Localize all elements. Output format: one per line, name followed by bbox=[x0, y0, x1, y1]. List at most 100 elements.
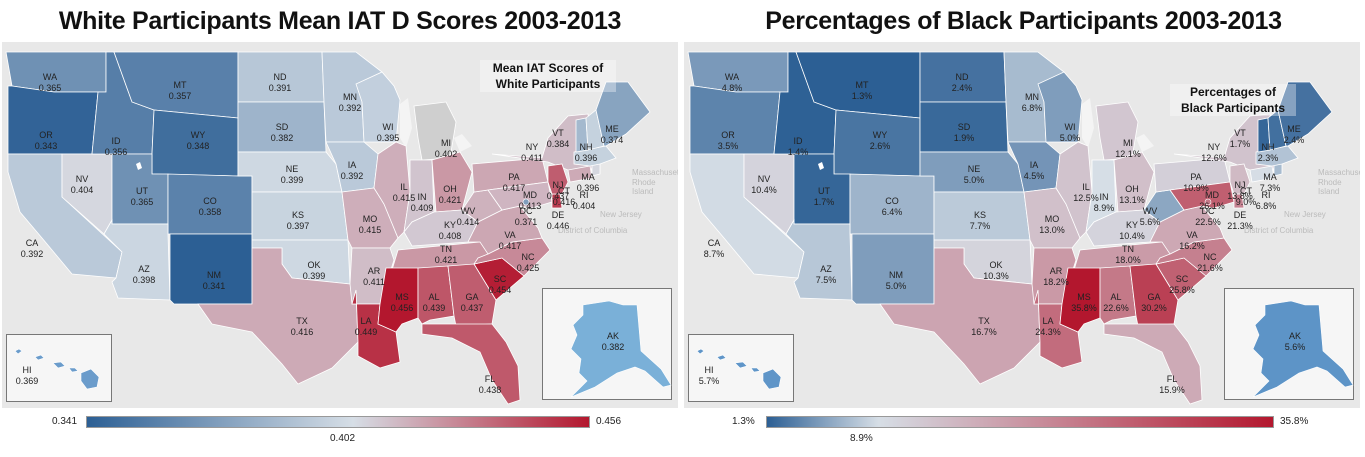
great-lakes bbox=[1082, 98, 1154, 152]
state-ct bbox=[1249, 165, 1275, 183]
state-label-va: VA 16.2% bbox=[1167, 230, 1217, 252]
state-abbr: WY bbox=[872, 130, 888, 140]
black-percentage-map-panel: Percentages of Black Participants 2003-2… bbox=[682, 0, 1365, 457]
state-label-ut: UT 0.365 bbox=[117, 186, 167, 208]
state-abbr: GA bbox=[465, 292, 479, 302]
state-abbr: DE bbox=[551, 210, 565, 220]
state-label-ga: GA 30.2% bbox=[1129, 292, 1179, 314]
state-abbr: MD bbox=[1205, 190, 1219, 200]
state-abbr: MT bbox=[173, 80, 187, 90]
state-label-al: AL 22.6% bbox=[1091, 292, 1141, 314]
state-fl bbox=[1103, 323, 1203, 405]
legend-min: 0.341 bbox=[52, 416, 78, 427]
state-label-az: AZ 0.398 bbox=[119, 264, 169, 286]
state-label-dc: DC 0.371 bbox=[501, 206, 551, 228]
state-ct bbox=[567, 165, 593, 183]
state-abbr: OH bbox=[1125, 184, 1139, 194]
state-abbr: VA bbox=[1186, 230, 1198, 240]
state-value: 0.411 bbox=[363, 277, 385, 287]
state-value: 0.421 bbox=[434, 255, 458, 265]
state-value: 12.1% bbox=[1115, 149, 1141, 159]
state-value: 10.9% bbox=[1183, 183, 1209, 193]
state-abbr: MS bbox=[1077, 292, 1091, 302]
state-abbr: NE bbox=[285, 164, 299, 174]
state-value: 0.409 bbox=[410, 203, 434, 213]
state-value: 1.9% bbox=[953, 133, 975, 143]
state-abbr: NJ bbox=[1234, 180, 1246, 190]
state-label-ia: IA 4.5% bbox=[1009, 160, 1059, 182]
state-label-tn: TN 0.421 bbox=[421, 244, 471, 266]
state-label-mt: MT 1.3% bbox=[837, 80, 887, 102]
state-value: 0.416 bbox=[552, 197, 576, 207]
new-jersey-label: New Jersey bbox=[1284, 210, 1326, 219]
state-label-ct: CT 0.416 bbox=[539, 186, 589, 208]
state-value: 0.384 bbox=[546, 139, 570, 149]
state-abbr: IL bbox=[400, 182, 408, 192]
state-abbr: CT bbox=[1240, 186, 1252, 196]
state-label-la: LA 0.449 bbox=[341, 316, 391, 338]
great-lakes bbox=[400, 98, 472, 152]
state-abbr: CO bbox=[885, 196, 899, 206]
state-label-or: OR 0.343 bbox=[21, 130, 71, 152]
map-title: Percentages of Black Participants 2003-2… bbox=[765, 7, 1282, 35]
state-abbr: NC bbox=[1203, 252, 1217, 262]
state-label-nh: NH 0.396 bbox=[561, 142, 611, 164]
state-value: 18.2% bbox=[1043, 277, 1069, 287]
state-abbr: IL bbox=[1082, 182, 1090, 192]
state-abbr: MA bbox=[1263, 172, 1277, 182]
great-salt-lake bbox=[136, 162, 142, 170]
state-label-ok: OK 0.399 bbox=[289, 260, 339, 282]
massachusetts-label: Massachusetts bbox=[632, 168, 678, 177]
state-value: 0.371 bbox=[514, 217, 538, 227]
state-label-ca: CA 8.7% bbox=[689, 238, 739, 260]
state-value: 0.396 bbox=[574, 153, 598, 163]
state-label-ut: UT 1.7% bbox=[799, 186, 849, 208]
rhode-island-label: Rhode Island bbox=[1318, 178, 1342, 196]
state-abbr: NY bbox=[525, 142, 539, 152]
state-abbr: MS bbox=[395, 292, 409, 302]
state-label-mt: MT 0.357 bbox=[155, 80, 205, 102]
state-label-ga: GA 0.437 bbox=[447, 292, 497, 314]
state-label-nj: NJ 13.8% bbox=[1215, 180, 1265, 202]
state-abbr: NV bbox=[75, 174, 89, 184]
state-abbr: NE bbox=[967, 164, 981, 174]
state-label-id: ID 0.356 bbox=[91, 136, 141, 158]
state-value: 2.4% bbox=[951, 83, 973, 93]
state-value: 0.343 bbox=[34, 141, 58, 151]
state-abbr: NY bbox=[1207, 142, 1221, 152]
state-value: 0.414 bbox=[456, 217, 480, 227]
state-label-id: ID 1.4% bbox=[773, 136, 823, 158]
state-label-wi: WI 5.0% bbox=[1045, 122, 1095, 144]
state-value: 0.439 bbox=[422, 303, 446, 313]
state-abbr: MN bbox=[343, 92, 357, 102]
state-value: 0.391 bbox=[268, 83, 292, 93]
new-jersey-label: New Jersey bbox=[600, 210, 642, 219]
state-abbr: WV bbox=[460, 206, 476, 216]
state-abbr: MD bbox=[523, 190, 537, 200]
state-label-al: AL 0.439 bbox=[409, 292, 459, 314]
state-label-mi: MI 12.1% bbox=[1103, 138, 1153, 160]
state-label-wv: WV 0.414 bbox=[443, 206, 493, 228]
state-label-az: AZ 7.5% bbox=[801, 264, 851, 286]
state-label-nc: NC 21.6% bbox=[1185, 252, 1235, 274]
state-abbr: MI bbox=[1123, 138, 1133, 148]
hawaii-inset: HI 0.369 bbox=[6, 334, 112, 402]
state-value: 0.416 bbox=[290, 327, 314, 337]
state-abbr: VA bbox=[504, 230, 516, 240]
state-label-tx: TX 0.416 bbox=[277, 316, 327, 338]
state-abbr: WA bbox=[724, 72, 740, 82]
state-value: 0.411 bbox=[521, 153, 543, 163]
state-label-pa: PA 0.417 bbox=[489, 172, 539, 194]
state-value: 30.2% bbox=[1141, 303, 1167, 313]
state-abbr: FL bbox=[484, 374, 496, 384]
state-value: 21.6% bbox=[1197, 263, 1223, 273]
state-abbr: VT bbox=[552, 128, 564, 138]
state-dc bbox=[1204, 198, 1212, 206]
state-abbr: SD bbox=[275, 122, 289, 132]
state-abbr: OK bbox=[989, 260, 1003, 270]
state-fl bbox=[421, 323, 521, 405]
state-value: 13.0% bbox=[1039, 225, 1065, 235]
state-nm bbox=[169, 233, 253, 305]
state-value: 0.456 bbox=[390, 303, 414, 313]
state-abbr: VT bbox=[1234, 128, 1246, 138]
